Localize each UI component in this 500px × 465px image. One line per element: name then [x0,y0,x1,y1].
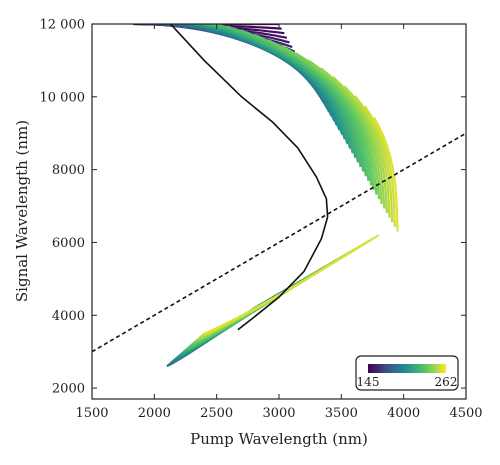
y-tick-label: 10 000 [40,90,86,105]
dashed-reference-line [92,132,466,353]
x-tick-label: 3500 [325,406,358,421]
colored-curve-families [133,24,399,368]
y-axis-title: Signal Wavelength (nm) [13,120,31,302]
y-tick-label: 12 000 [40,18,86,33]
x-axis-ticks: 1500 2000 2500 3000 3500 4000 4500 [75,24,483,421]
x-tick-label: 2000 [138,406,171,421]
upper-family-curve [363,105,396,227]
y-tick-label: 6000 [52,236,85,251]
x-tick-label: 4000 [387,406,420,421]
colorbar-min-label: 145 [357,375,380,389]
lower-family-curve [203,234,380,335]
colorbar-gradient [368,364,446,373]
y-tick-label: 4000 [52,309,85,324]
upper-family-curve [373,116,399,232]
upper-family-curve [307,59,383,204]
phase-matching-curve [169,24,329,331]
y-tick-label: 2000 [52,382,85,397]
x-tick-label: 4500 [449,406,482,421]
colorbar-max-label: 262 [435,375,458,389]
x-axis-title: Pump Wavelength (nm) [190,430,368,448]
upper-family-curve [343,85,391,218]
colorbar: 145 262 [355,355,459,391]
plot-frame [91,23,467,400]
y-axis-ticks: 2000 4000 6000 8000 10 000 12 000 [40,18,466,397]
x-tick-label: 1500 [75,406,108,421]
y-tick-label: 8000 [52,163,85,178]
series-layer [92,24,466,353]
x-tick-label: 3000 [262,406,295,421]
x-tick-label: 2500 [200,406,233,421]
upper-family-curve [354,95,394,223]
upper-family-curve [332,76,388,214]
